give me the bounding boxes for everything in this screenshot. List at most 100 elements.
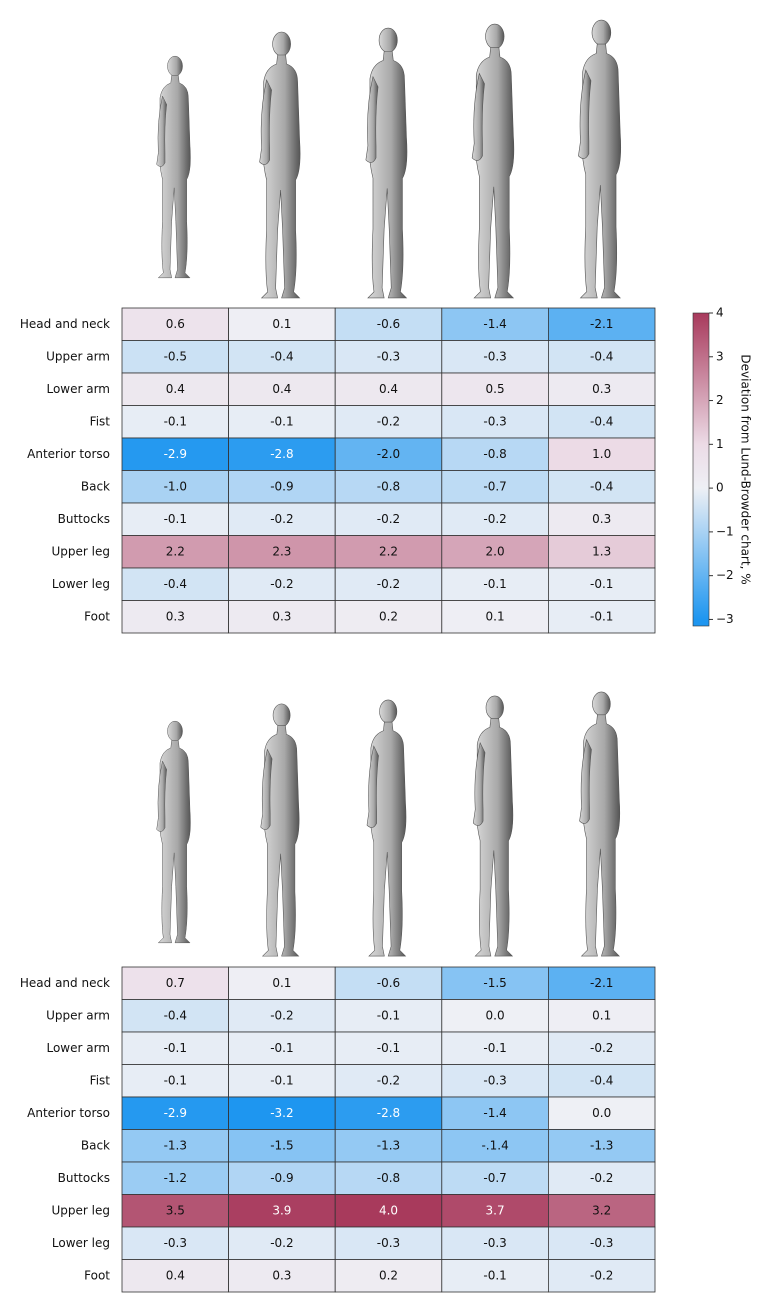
colorbar bbox=[692, 312, 710, 627]
heatmap-cell bbox=[334, 966, 443, 1000]
cell-label: -0.7 bbox=[483, 1171, 506, 1185]
cell-label: -0.1 bbox=[270, 1041, 293, 1055]
body-figure bbox=[366, 699, 407, 957]
cell-label: -2.9 bbox=[164, 1106, 187, 1120]
heatmap-cell bbox=[228, 470, 336, 504]
cell-label: -0.2 bbox=[590, 1268, 613, 1282]
cell-label: -0.1 bbox=[164, 1041, 187, 1055]
row-label: Anterior torso bbox=[27, 447, 110, 461]
heatmap-cell bbox=[441, 1031, 549, 1065]
cell-label: 3.5 bbox=[166, 1203, 185, 1217]
row-label: Upper leg bbox=[52, 544, 110, 558]
cell-label: -1.3 bbox=[590, 1138, 613, 1152]
cell-label: 0.1 bbox=[272, 317, 291, 331]
heatmap-cell bbox=[334, 567, 443, 601]
cell-label: -1.3 bbox=[377, 1138, 400, 1152]
cell-label: -0.2 bbox=[590, 1041, 613, 1055]
cell-label: 0.0 bbox=[486, 1008, 505, 1022]
heatmap-cell bbox=[334, 1194, 443, 1228]
cell-label: 0.4 bbox=[379, 382, 398, 396]
cell-label: 0.3 bbox=[592, 382, 611, 396]
heatmap-cell bbox=[548, 1064, 656, 1098]
row-label: Lower leg bbox=[52, 577, 110, 591]
cell-label: 0.4 bbox=[272, 382, 291, 396]
cell-label: -2.1 bbox=[590, 317, 613, 331]
colorbar-tick-label: 3 bbox=[716, 349, 724, 363]
heatmap-cell bbox=[121, 340, 229, 374]
cell-label: -0.3 bbox=[377, 1236, 400, 1250]
heatmap-cell bbox=[121, 1096, 229, 1130]
cell-label: -0.5 bbox=[164, 349, 187, 363]
cell-label: 2.0 bbox=[486, 544, 505, 558]
cell-label: -0.4 bbox=[164, 577, 187, 591]
cell-label: -2.8 bbox=[377, 1106, 400, 1120]
heatmap-cell bbox=[228, 1194, 336, 1228]
cell-label: -0.2 bbox=[270, 1008, 293, 1022]
heatmap-cell bbox=[121, 307, 229, 341]
heatmap-cell bbox=[121, 535, 229, 569]
heatmap-cell bbox=[334, 340, 443, 374]
heatmap-cell bbox=[121, 1194, 229, 1228]
heatmap-cell bbox=[548, 405, 656, 439]
cell-label: -0.2 bbox=[270, 577, 293, 591]
heatmap-cell bbox=[121, 600, 229, 634]
cell-label: -.1.4 bbox=[481, 1138, 508, 1152]
colorbar-tick-label: −2 bbox=[716, 568, 734, 582]
cell-label: -1.4 bbox=[483, 1106, 506, 1120]
cell-label: -1.0 bbox=[164, 479, 187, 493]
cell-label: -0.2 bbox=[590, 1171, 613, 1185]
cell-label: -0.8 bbox=[377, 1171, 400, 1185]
heatmap-cell bbox=[441, 600, 549, 634]
cell-label: -0.3 bbox=[483, 414, 506, 428]
cell-label: -0.4 bbox=[590, 414, 613, 428]
heatmap-cell bbox=[548, 1129, 656, 1163]
row-label: Lower arm bbox=[46, 382, 110, 396]
body-figure bbox=[577, 19, 622, 299]
cell-label: -0.2 bbox=[377, 512, 400, 526]
heatmap-cell bbox=[121, 1129, 229, 1163]
cell-label: 0.3 bbox=[272, 1268, 291, 1282]
cell-label: 0.2 bbox=[379, 1268, 398, 1282]
heatmap-cell bbox=[548, 437, 656, 471]
heatmap-cell bbox=[548, 966, 656, 1000]
cell-label: 0.2 bbox=[379, 609, 398, 623]
cell-label: -0.4 bbox=[590, 479, 613, 493]
cell-label: -0.1 bbox=[483, 1268, 506, 1282]
cell-label: 0.4 bbox=[166, 1268, 185, 1282]
cell-label: -1.5 bbox=[270, 1138, 293, 1152]
cell-label: -2.8 bbox=[270, 447, 293, 461]
cell-label: -0.1 bbox=[483, 1041, 506, 1055]
heatmap-cell bbox=[228, 999, 336, 1033]
colorbar-label: Deviation from Lund-Browder chart, % bbox=[739, 354, 753, 584]
colorbar-tick-label: 4 bbox=[716, 306, 724, 320]
heatmap-cell bbox=[441, 1194, 549, 1228]
heatmap-cell bbox=[121, 1064, 229, 1098]
heatmap-cell bbox=[548, 1226, 656, 1260]
body-figures bbox=[156, 19, 622, 299]
row-label: Buttocks bbox=[58, 512, 110, 526]
cell-label: 0.0 bbox=[592, 1106, 611, 1120]
cell-label: -0.1 bbox=[164, 512, 187, 526]
heatmap-cell bbox=[548, 1259, 656, 1293]
cell-label: -0.3 bbox=[164, 1236, 187, 1250]
row-label: Upper arm bbox=[46, 349, 110, 363]
cell-label: -0.2 bbox=[377, 1073, 400, 1087]
body-figure bbox=[472, 695, 514, 957]
cell-label: -0.4 bbox=[590, 1073, 613, 1087]
colorbar-tick-label: −1 bbox=[716, 524, 734, 538]
heatmap-cell bbox=[228, 535, 336, 569]
cell-label: 0.5 bbox=[486, 382, 505, 396]
heatmap-cell bbox=[121, 437, 229, 471]
heatmap-cell bbox=[334, 1226, 443, 1260]
cell-label: 0.3 bbox=[272, 609, 291, 623]
cell-label: 0.1 bbox=[592, 1008, 611, 1022]
heatmap-cell bbox=[228, 600, 336, 634]
row-label: Upper arm bbox=[46, 1008, 110, 1022]
cell-label: -0.3 bbox=[483, 1073, 506, 1087]
cell-label: 0.1 bbox=[272, 976, 291, 990]
heatmap-cell bbox=[548, 470, 656, 504]
cell-label: -0.4 bbox=[164, 1008, 187, 1022]
cell-label: -0.9 bbox=[270, 1171, 293, 1185]
heatmap-cell bbox=[548, 535, 656, 569]
row-label: Lower arm bbox=[46, 1041, 110, 1055]
